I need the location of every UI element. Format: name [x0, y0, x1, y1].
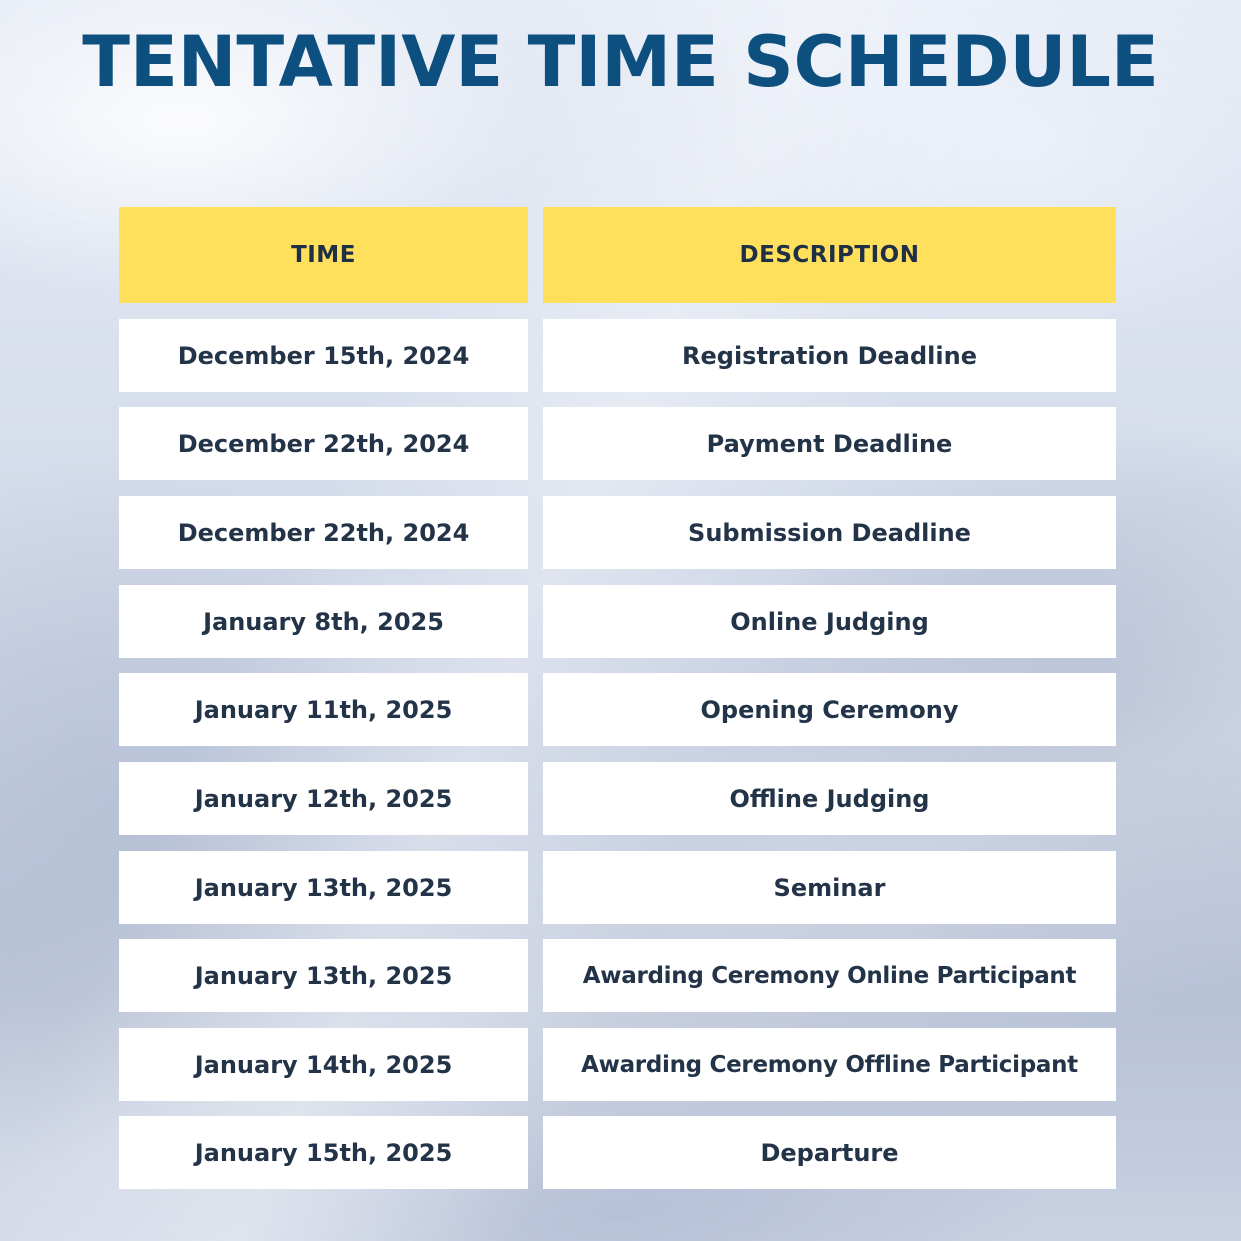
table-row: January 14th, 2025 Awarding Ceremony Off…	[119, 1028, 1116, 1101]
description-cell: Departure	[543, 1116, 1116, 1189]
description-cell: Awarding Ceremony Online Participant	[543, 939, 1116, 1012]
time-cell: December 15th, 2024	[119, 319, 528, 392]
time-cell: January 13th, 2025	[119, 851, 528, 924]
header-description: DESCRIPTION	[543, 207, 1116, 303]
description-cell: Awarding Ceremony Offline Participant	[543, 1028, 1116, 1101]
time-cell: January 14th, 2025	[119, 1028, 528, 1101]
table-row: December 22th, 2024 Payment Deadline	[119, 407, 1116, 480]
table-row: January 13th, 2025 Seminar	[119, 851, 1116, 924]
description-cell: Offline Judging	[543, 762, 1116, 835]
description-cell: Opening Ceremony	[543, 673, 1116, 746]
time-cell: January 8th, 2025	[119, 585, 528, 658]
table-header-row: TIME DESCRIPTION	[119, 207, 1116, 303]
page-title: TENTATIVE TIME SCHEDULE	[82, 21, 1159, 103]
table-row: December 22th, 2024 Submission Deadline	[119, 496, 1116, 569]
description-cell: Payment Deadline	[543, 407, 1116, 480]
table-row: January 15th, 2025 Departure	[119, 1116, 1116, 1189]
time-cell: January 13th, 2025	[119, 939, 528, 1012]
time-cell: January 11th, 2025	[119, 673, 528, 746]
description-cell: Seminar	[543, 851, 1116, 924]
description-cell: Registration Deadline	[543, 319, 1116, 392]
description-cell: Submission Deadline	[543, 496, 1116, 569]
time-cell: December 22th, 2024	[119, 496, 528, 569]
header-time: TIME	[119, 207, 528, 303]
time-cell: January 12th, 2025	[119, 762, 528, 835]
table-row: January 13th, 2025 Awarding Ceremony Onl…	[119, 939, 1116, 1012]
description-cell: Online Judging	[543, 585, 1116, 658]
table-row: January 11th, 2025 Opening Ceremony	[119, 673, 1116, 746]
time-cell: January 15th, 2025	[119, 1116, 528, 1189]
time-cell: December 22th, 2024	[119, 407, 528, 480]
table-row: January 12th, 2025 Offline Judging	[119, 762, 1116, 835]
table-row: January 8th, 2025 Online Judging	[119, 585, 1116, 658]
table-row: December 15th, 2024 Registration Deadlin…	[119, 319, 1116, 392]
